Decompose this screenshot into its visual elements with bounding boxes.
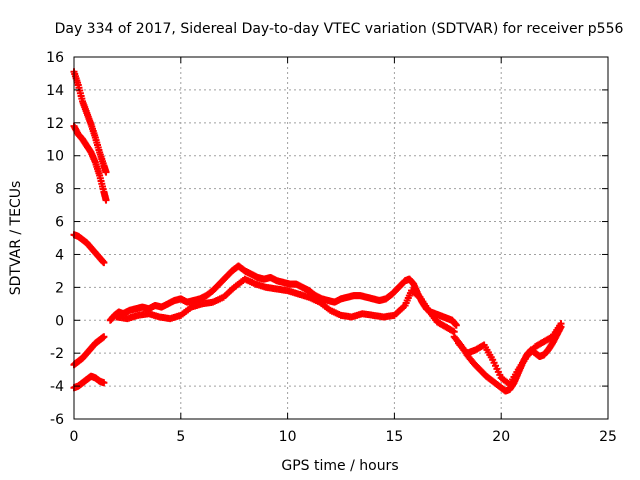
y-tick-labels: -6 -4 -2 0 2 4 6 8 10 12 14 16 — [46, 50, 64, 428]
y-axis-title: SDTVAR / TECUs — [8, 181, 24, 296]
y-tick-label: 14 — [46, 83, 64, 99]
series-track-c — [70, 231, 108, 267]
y-tick-label: 4 — [55, 247, 64, 263]
x-tick-label: 0 — [70, 429, 79, 445]
chart-title: Day 334 of 2017, Sidereal Day-to-day VTE… — [55, 21, 624, 37]
data-point — [100, 259, 108, 267]
y-tick-label: -6 — [50, 412, 64, 428]
y-tick-label: 12 — [46, 116, 64, 132]
series-track-main-2 — [113, 275, 458, 336]
y-tick-label: 2 — [55, 280, 64, 296]
data-point — [100, 379, 108, 387]
y-tick-label: 10 — [46, 149, 64, 165]
series-track-d — [70, 333, 108, 369]
series-track-e — [70, 372, 108, 392]
data-point — [100, 333, 108, 341]
series-track-end-2 — [454, 320, 565, 388]
ticks-layer — [73, 56, 609, 420]
y-tick-label: -2 — [50, 346, 64, 362]
data-point — [102, 168, 110, 176]
x-tick-labels: 0 5 10 15 20 25 — [70, 429, 617, 445]
x-tick-label: 5 — [176, 429, 185, 445]
x-tick-label: 15 — [385, 429, 403, 445]
y-tick-label: 0 — [55, 313, 64, 329]
x-axis-title: GPS time / hours — [281, 458, 398, 474]
x-tick-label: 10 — [279, 429, 297, 445]
data-point — [557, 320, 565, 328]
series-track-b — [70, 122, 110, 204]
plot-frame — [73, 56, 609, 420]
y-tick-label: 16 — [46, 50, 64, 66]
series-track-a — [70, 68, 110, 176]
data-point — [452, 321, 460, 329]
y-tick-label: -4 — [50, 379, 64, 395]
data-points-layer — [70, 68, 565, 395]
y-tick-label: 8 — [55, 182, 64, 198]
y-tick-label: 6 — [55, 215, 64, 231]
grid-layer — [74, 57, 608, 419]
x-tick-label: 25 — [599, 429, 617, 445]
x-tick-label: 20 — [492, 429, 510, 445]
data-point — [102, 196, 110, 204]
